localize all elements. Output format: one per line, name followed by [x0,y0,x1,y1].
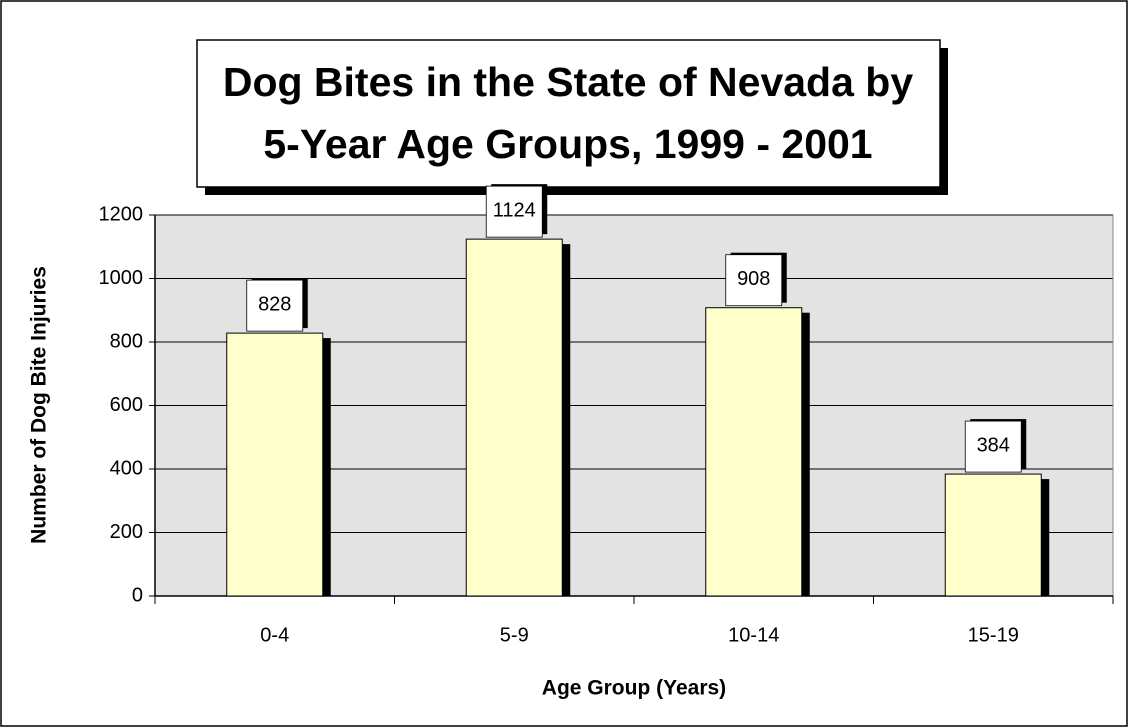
value-label: 384 [977,434,1010,456]
value-label-box [246,279,304,332]
x-tick-label: 5-9 [500,624,529,646]
bar [465,238,563,597]
y-tick-label: 0 [132,584,143,606]
bar [944,473,1042,597]
x-tick-label: 0-4 [260,624,289,646]
y-axis-title: Number of Dog Bite Injuries [28,266,51,544]
x-tick-label: 15-19 [968,624,1019,646]
y-tick-label: 400 [110,457,143,479]
value-label: 828 [258,293,291,315]
value-label: 1124 [493,199,536,221]
x-axis-title: Age Group (Years) [542,677,726,700]
y-tick-label: 1200 [99,203,144,225]
value-label: 908 [737,268,770,290]
chart-title: Dog Bites in the State of Nevada by [223,59,913,105]
y-tick-label: 1000 [99,267,144,289]
chart-title: 5-Year Age Groups, 1999 - 2001 [263,121,872,167]
bar [226,332,324,597]
title-box [196,39,941,188]
y-tick-label: 200 [110,521,143,543]
x-tick-label: 10-14 [728,624,779,646]
value-label-box [725,254,783,307]
y-tick-label: 600 [110,394,143,416]
y-tick-label: 800 [110,330,143,352]
value-label-box [485,185,543,238]
value-label-box [964,420,1022,473]
bar [705,307,803,597]
